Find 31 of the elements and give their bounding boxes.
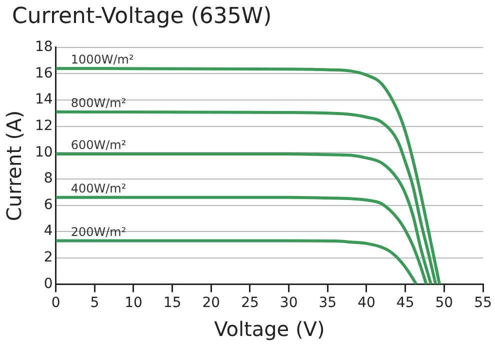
chart-title: Current-Voltage (635W) [12, 4, 272, 29]
series-label: 600W/m² [70, 138, 126, 152]
y-tick-label: 14 [34, 92, 53, 108]
y-tick-label: 2 [44, 250, 53, 266]
line-series [56, 66, 442, 284]
x-tick-label: 40 [358, 295, 376, 312]
series-label: 200W/m² [70, 224, 126, 239]
line-series [56, 239, 418, 284]
x-tick-label: 5 [90, 295, 100, 312]
y-tick-label: 8 [44, 170, 53, 187]
x-tick-label: 20 [202, 295, 220, 312]
series-label: 400W/m² [70, 182, 126, 196]
y-tick-label: 0 [44, 276, 53, 292]
series-label: 1000W/m² [70, 52, 134, 67]
x-tick-label: 55 [474, 295, 492, 312]
x-tick-label: 10 [124, 295, 142, 312]
y-tick-label: 12 [34, 118, 53, 134]
y-tick-label: 16 [34, 65, 53, 82]
x-tick-label: 35 [318, 295, 337, 312]
x-tick-label: 25 [241, 295, 259, 312]
y-axis-title: Current (A) [2, 110, 26, 222]
y-tick-label: 10 [34, 144, 53, 160]
x-tick-label: 15 [163, 295, 182, 312]
x-tick-label: 45 [396, 295, 414, 312]
series-label: 800W/m² [70, 96, 126, 110]
y-tick-label: 4 [44, 223, 53, 240]
x-axis-title: Voltage (V) [214, 317, 325, 342]
y-tick-label: 6 [44, 196, 53, 213]
y-tick-label: 18 [34, 39, 53, 56]
x-tick-label: 30 [280, 295, 298, 312]
x-tick-label: 50 [435, 295, 454, 312]
